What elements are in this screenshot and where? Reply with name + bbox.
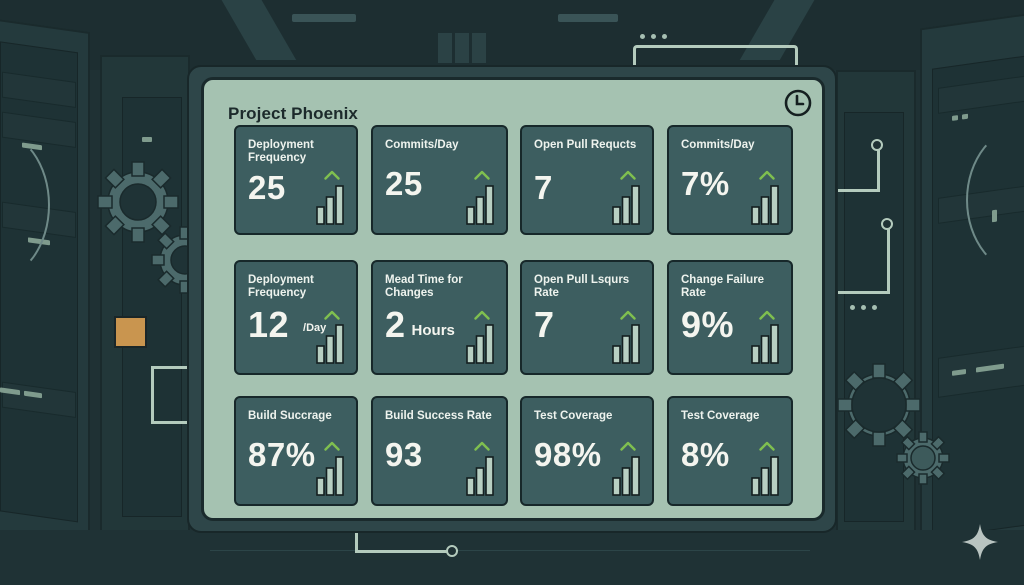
- floor: [0, 530, 1024, 585]
- circuit-trace: [838, 228, 890, 294]
- metric-label: Test Coverage: [681, 410, 760, 422]
- metric-label: Deployment Frequency: [248, 274, 314, 299]
- circuit-trace: [633, 45, 798, 67]
- metric-label: Mead Time for Changes: [385, 274, 463, 299]
- indicator-dot: [850, 305, 855, 310]
- metric-value: 93: [385, 436, 423, 473]
- metric-value: 7%: [681, 165, 730, 202]
- metric-label: Deployment Frequency: [248, 139, 314, 164]
- trend-up-icon: [324, 170, 340, 180]
- metric-card[interactable]: Mead Time for Changes 2 Hours: [371, 260, 508, 375]
- metric-value: 25: [248, 169, 286, 206]
- metric-value: 12/Day: [248, 304, 327, 345]
- metric-value: 9%: [681, 304, 735, 345]
- trend-up-icon: [620, 310, 636, 320]
- metric-value: 98%: [534, 436, 602, 473]
- indicator-dot: [872, 305, 877, 310]
- metric-value: 8%: [681, 436, 730, 473]
- cable: [0, 130, 50, 280]
- metric-card[interactable]: Deployment Frequency 12/Day: [234, 260, 358, 375]
- vent: [472, 33, 486, 63]
- metric-label: Build Succrage: [248, 410, 332, 422]
- indicator-dot: [662, 34, 667, 39]
- vent: [438, 33, 452, 63]
- bar-chart-icon: [316, 185, 344, 225]
- ceiling-beam: [215, 0, 297, 60]
- metric-value: 7: [534, 304, 555, 345]
- metric-label: Test Coverage: [534, 410, 613, 422]
- server-rack-left-inner: [100, 55, 190, 535]
- cable: [966, 125, 1024, 275]
- bar-chart-icon: [751, 185, 779, 225]
- indicator-dot: [651, 34, 656, 39]
- metric-label: Open Pull Requcts: [534, 139, 637, 151]
- trend-up-icon: [324, 441, 340, 451]
- circuit-node: [881, 218, 893, 230]
- metric-value: 2 Hours: [385, 304, 455, 345]
- metric-unit: Hours: [411, 322, 455, 339]
- metric-card[interactable]: Commits/Day 25: [371, 125, 508, 235]
- trend-up-icon: [324, 310, 340, 320]
- metric-label: Change Failure Rate: [681, 274, 765, 299]
- bar-chart-icon: [612, 185, 640, 225]
- trend-up-icon: [474, 170, 490, 180]
- trend-up-icon: [759, 310, 775, 320]
- metric-card[interactable]: Open Pull Lsqurs Rate 7: [520, 260, 654, 375]
- bar-chart-icon: [466, 185, 494, 225]
- dashboard-panel: Project Phoenix Deployment Frequency 25 …: [201, 77, 825, 521]
- ceiling-light: [292, 14, 356, 22]
- server-rack-right-inner: [836, 70, 916, 540]
- bar-chart-icon: [751, 456, 779, 496]
- metric-label: Open Pull Lsqurs Rate: [534, 274, 630, 299]
- bar-chart-icon: [466, 456, 494, 496]
- bar-chart-icon: [612, 456, 640, 496]
- clock-icon[interactable]: [783, 88, 813, 118]
- server-rack-left: [0, 17, 90, 553]
- metric-card[interactable]: Commits/Day 7%: [667, 125, 793, 235]
- gear-icon: [837, 363, 921, 447]
- bar-chart-icon: [466, 324, 494, 364]
- metric-card[interactable]: Test Coverage 98%: [520, 396, 654, 506]
- ceiling-light: [558, 14, 618, 22]
- status-indicator: [114, 316, 147, 348]
- circuit-node: [446, 545, 458, 557]
- trend-up-icon: [620, 170, 636, 180]
- metric-unit: /Day: [303, 322, 327, 334]
- metric-card[interactable]: Open Pull Requcts 7: [520, 125, 654, 235]
- metric-card[interactable]: Build Success Rate 93: [371, 396, 508, 506]
- bar-chart-icon: [751, 324, 779, 364]
- metric-card[interactable]: Build Succrage 87%: [234, 396, 358, 506]
- bar-chart-icon: [316, 456, 344, 496]
- trend-up-icon: [759, 170, 775, 180]
- trend-up-icon: [474, 310, 490, 320]
- trend-up-icon: [759, 441, 775, 451]
- metric-label: Commits/Day: [385, 139, 459, 151]
- vent: [455, 33, 469, 63]
- trend-up-icon: [620, 441, 636, 451]
- metric-card[interactable]: Change Failure Rate 9%: [667, 260, 793, 375]
- circuit-trace: [151, 366, 191, 424]
- bar-chart-icon: [316, 324, 344, 364]
- metric-value: 87%: [248, 436, 316, 473]
- circuit-node: [871, 139, 883, 151]
- metric-card[interactable]: Test Coverage 8%: [667, 396, 793, 506]
- page-title: Project Phoenix: [228, 104, 358, 123]
- sparkle-icon: [962, 524, 998, 560]
- gear-icon: [97, 161, 179, 243]
- metric-value: 7: [534, 169, 553, 206]
- gear-icon: [896, 431, 950, 485]
- trend-up-icon: [474, 441, 490, 451]
- metric-value: 25: [385, 165, 423, 202]
- metric-label: Build Success Rate: [385, 410, 492, 422]
- metric-card[interactable]: Deployment Frequency 25: [234, 125, 358, 235]
- circuit-trace: [355, 533, 447, 553]
- dashboard-monitor: Project Phoenix Deployment Frequency 25 …: [187, 65, 837, 533]
- indicator-dot: [861, 305, 866, 310]
- circuit-trace: [838, 150, 880, 192]
- indicator-dot: [640, 34, 645, 39]
- bar-chart-icon: [612, 324, 640, 364]
- metric-label: Commits/Day: [681, 139, 755, 151]
